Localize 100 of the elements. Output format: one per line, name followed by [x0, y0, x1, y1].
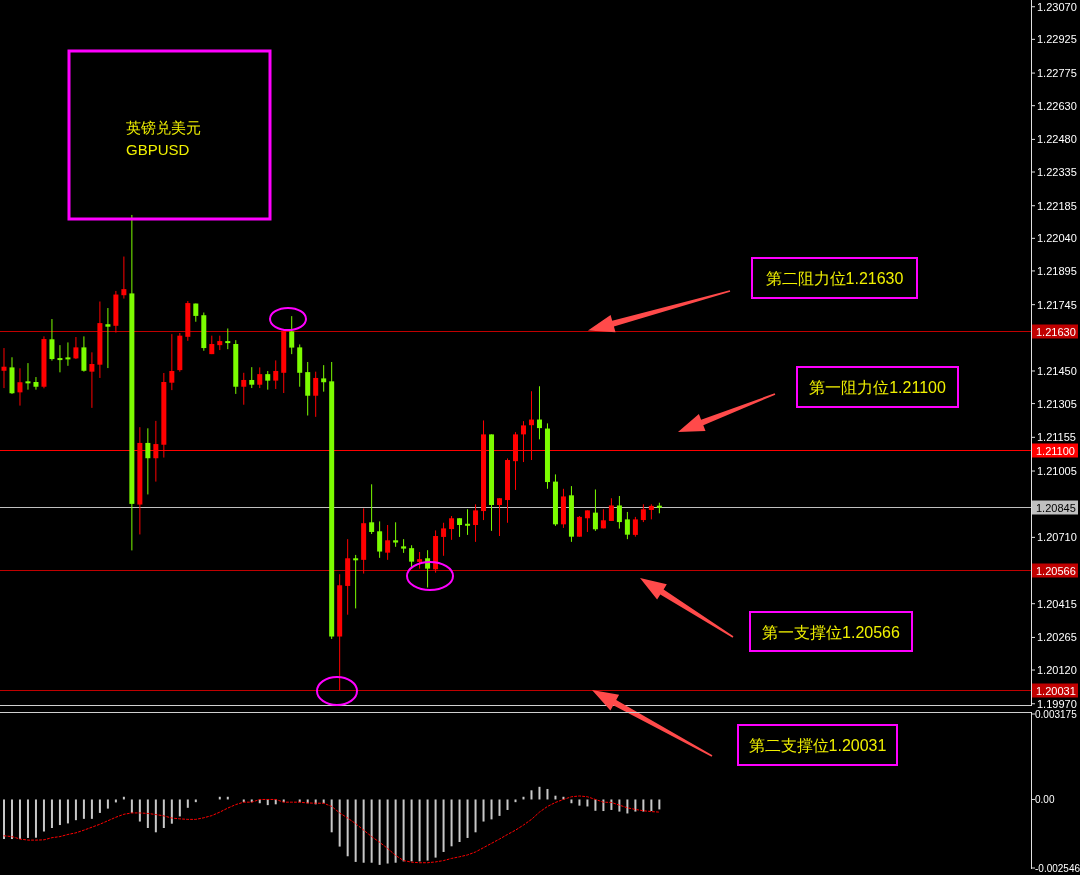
bar: [434, 799, 437, 858]
candlestick: [225, 327, 231, 350]
annotation: 第一支撑位1.20566: [762, 623, 901, 641]
y-tick-label: 1.22185: [1037, 199, 1077, 212]
y-tick-label: 1.23070: [1037, 0, 1077, 13]
bar: [658, 799, 661, 810]
annotation: 第一阻力位1.21100: [678, 366, 959, 432]
candlestick: [321, 364, 327, 393]
candlestick: [576, 515, 582, 538]
candlestick: [257, 366, 263, 389]
bar: [610, 799, 613, 810]
candlestick: [289, 315, 295, 355]
bar: [10, 799, 13, 840]
bar: [650, 799, 653, 812]
ref-line-label: 1.20845: [1036, 501, 1076, 514]
bar: [3, 799, 5, 840]
bar: [242, 799, 245, 803]
y-tick-label: 0.00: [1035, 794, 1055, 806]
candlestick: [265, 370, 271, 391]
y-tick-label: 1.19970: [1037, 697, 1077, 710]
bar: [106, 799, 109, 809]
annotation: 第二阻力位1.21630: [588, 257, 918, 333]
bar: [90, 799, 93, 819]
candlestick: [465, 508, 471, 536]
bar: [114, 799, 117, 803]
y-tick-label: 1.20710: [1037, 531, 1077, 544]
y-tick-label: -0.002546: [1035, 863, 1080, 874]
y-tick-label: 1.20120: [1037, 664, 1077, 677]
bar: [450, 799, 453, 847]
bar: [578, 799, 581, 806]
bar: [490, 799, 493, 820]
bar: [506, 799, 509, 810]
candlestick: [33, 376, 39, 391]
candlestick: [169, 333, 175, 391]
bar: [466, 799, 469, 838]
candlestick: [592, 488, 598, 532]
bar: [50, 799, 53, 828]
candlestick: [1, 347, 7, 389]
bar: [162, 799, 165, 828]
bar: [170, 799, 173, 824]
candlestick: [17, 367, 23, 407]
candlestick: [57, 344, 63, 373]
candlestick: [457, 517, 463, 538]
y-tick-label: 1.21745: [1037, 298, 1077, 311]
bar: [42, 799, 45, 832]
candlestick: [584, 509, 590, 533]
ref-line-label: 1.20566: [1036, 564, 1076, 577]
bar: [186, 799, 189, 808]
candlestick: [473, 503, 479, 543]
y-tick-label: 0.003175: [1035, 709, 1078, 720]
candlestick: [353, 554, 359, 609]
bar: [418, 799, 421, 862]
bar: [570, 799, 573, 804]
bar: [298, 799, 301, 803]
bar: [362, 799, 365, 863]
candlestick: [608, 497, 614, 522]
bar: [474, 799, 477, 833]
candlestick: [449, 515, 455, 541]
bar: [626, 799, 629, 814]
bar: [82, 799, 85, 819]
candlestick: [393, 521, 399, 548]
bar: [642, 799, 645, 812]
y-tick-label: 1.21450: [1037, 364, 1077, 377]
bar: [98, 799, 101, 813]
candlestick: [65, 341, 71, 367]
candlestick: [273, 359, 279, 390]
bar: [394, 799, 397, 863]
y-tick-label: 1.22335: [1037, 166, 1077, 178]
bar: [146, 799, 149, 828]
annotation: 第二支撑位1.20031: [592, 690, 898, 766]
y-tick-label: 1.21005: [1037, 465, 1077, 478]
candlestick: [121, 256, 127, 300]
y-tick-label: 1.20265: [1037, 631, 1077, 644]
bar: [130, 799, 133, 813]
bar: [370, 799, 373, 863]
bar: [338, 799, 341, 847]
bar: [594, 799, 597, 811]
bar: [74, 799, 77, 821]
candlestick: [385, 524, 391, 561]
y-tick-label: 1.22480: [1037, 133, 1077, 146]
line-series: [3, 795, 660, 864]
candlestick: [305, 361, 311, 417]
bar: [530, 790, 533, 800]
bar: [354, 799, 357, 862]
candlestick: [313, 371, 319, 418]
bar: [18, 799, 21, 840]
bar: [194, 799, 197, 803]
y-tick-label: 1.21305: [1037, 397, 1077, 410]
bar: [498, 799, 501, 816]
bar: [138, 799, 141, 822]
candlestick: [89, 351, 95, 409]
annotation: 第二阻力位1.21630: [765, 270, 904, 287]
ref-line-label: 1.20031: [1036, 684, 1076, 697]
ref-line-label: 1.21630: [1036, 325, 1076, 338]
candlestick: [616, 495, 622, 530]
bar: [634, 799, 637, 812]
candlestick: [73, 336, 79, 360]
candlestick: [632, 516, 638, 538]
y-tick-label: 1.22630: [1037, 99, 1077, 112]
y-tick-label: 1.21895: [1037, 264, 1077, 277]
